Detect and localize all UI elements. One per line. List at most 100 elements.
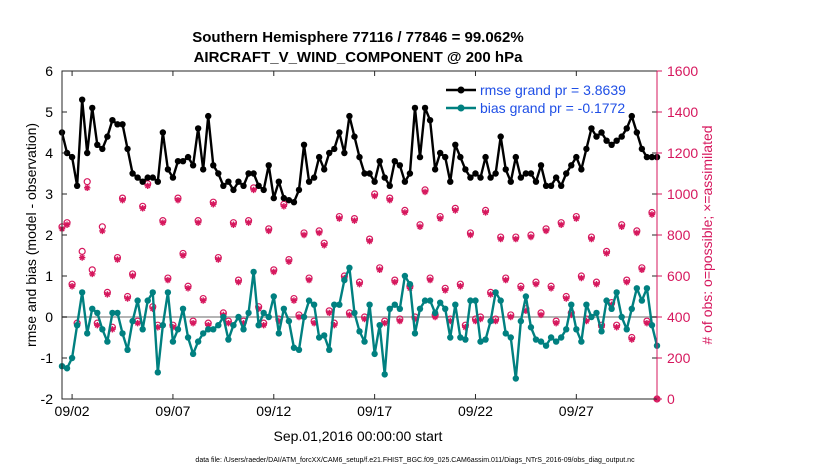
assimilated-obs-marker [189, 319, 197, 327]
bias-point [164, 289, 172, 296]
bias-point [457, 334, 464, 341]
rmse-point [442, 153, 449, 161]
right-tick-label: 1000 [667, 186, 698, 202]
bias-point [623, 326, 630, 333]
assimilated-obs-marker [346, 311, 353, 319]
rmse-point [280, 194, 288, 202]
bias-point [189, 350, 197, 358]
rmse-point [134, 174, 141, 181]
bias-point [225, 336, 232, 343]
assimilated-obs-marker [431, 313, 439, 321]
assimilated-obs-marker [104, 291, 111, 298]
bias-point [442, 305, 449, 312]
bias-point [502, 330, 509, 337]
assimilated-obs-marker [194, 219, 202, 226]
bias-point [310, 301, 318, 308]
rmse-point [643, 153, 651, 161]
assimilated-obs-marker [169, 324, 177, 331]
bias-point [174, 326, 182, 333]
rmse-point [467, 174, 474, 181]
bias-point [73, 322, 81, 329]
rmse-point [129, 170, 136, 177]
rmse-point [321, 166, 328, 173]
assimilated-obs-marker [593, 281, 600, 288]
assimilated-obs-marker [265, 227, 272, 235]
assimilated-obs-marker [99, 227, 106, 235]
rmse-point [366, 170, 373, 177]
rmse-point [512, 153, 520, 161]
assimilated-obs-marker [401, 209, 409, 216]
bias-point [250, 268, 257, 276]
rmse-point [452, 141, 459, 148]
assimilated-obs-marker [391, 278, 398, 286]
assimilated-obs-marker [623, 278, 630, 286]
bias-point [89, 305, 96, 312]
assimilated-obs-marker [250, 186, 257, 194]
assimilated-obs-marker [361, 315, 368, 323]
bias-point [194, 338, 202, 345]
data-file-footnote: data file: /Users/raeder/DAI/ATM_forcXX/… [195, 457, 635, 464]
assimilated-obs-marker [537, 311, 545, 319]
bias-point [552, 338, 560, 345]
bias-point [522, 293, 530, 300]
bias-point [588, 313, 595, 321]
bias-point [411, 330, 419, 337]
bias-point [199, 330, 207, 337]
rmse-point [472, 170, 479, 177]
bias-point [613, 289, 620, 296]
rmse-point [94, 141, 101, 148]
right-axis: 0 200 400 600 800 1000 1200 1400 1600 [656, 63, 698, 407]
assimilated-obs-marker [68, 283, 76, 290]
rmse-point [502, 166, 509, 173]
assimilated-obs-marker [371, 192, 378, 200]
bias-point [351, 309, 358, 317]
rmse-point [73, 182, 81, 189]
assimilated-obs-marker [527, 233, 535, 241]
assimilated-obs-marker [436, 215, 444, 222]
rmse-point [487, 174, 494, 181]
rmse-point [381, 174, 388, 181]
bias-point [215, 322, 222, 329]
rmse-point [542, 182, 550, 189]
rmse-point [174, 158, 182, 165]
obs-count-markers [58, 178, 661, 403]
bias-point [109, 309, 116, 317]
bias-point [270, 293, 277, 300]
assimilated-obs-marker [270, 268, 277, 276]
rmse-point [139, 178, 146, 185]
assimilated-obs-marker [144, 182, 151, 189]
bias-point [507, 334, 514, 341]
rmse-point [194, 125, 202, 132]
assimilated-obs-marker [633, 229, 641, 237]
assimilated-obs-marker [442, 287, 449, 294]
assimilated-obs-marker [321, 242, 328, 249]
rmse-point [210, 162, 217, 169]
assimilated-obs-marker [603, 250, 610, 257]
assimilated-obs-marker [573, 215, 580, 222]
bias-point [134, 297, 141, 304]
bias-point [527, 324, 535, 331]
rmse-point [265, 162, 272, 169]
bias-point [487, 317, 494, 325]
bias-point [563, 326, 570, 333]
bias-point [583, 301, 590, 308]
assimilated-obs-marker [154, 324, 162, 331]
rmse-point [421, 104, 429, 112]
rmse-point [457, 153, 464, 161]
bias-series [58, 264, 661, 382]
assimilated-obs-marker [225, 319, 232, 327]
bias-point [240, 326, 247, 333]
assimilated-obs-marker [356, 281, 363, 288]
assimilated-obs-marker [245, 219, 252, 226]
rmse-point [124, 145, 131, 153]
rmse-point [189, 162, 197, 169]
rmse-point [290, 199, 298, 206]
bias-point [300, 313, 308, 321]
assimilated-obs-marker [557, 221, 565, 228]
bias-point [361, 338, 368, 345]
rmse-point [401, 178, 409, 185]
rmse-point [638, 145, 646, 153]
assimilated-obs-marker [235, 278, 242, 286]
assimilated-obs-marker [416, 223, 424, 230]
rmse-point [119, 121, 126, 128]
